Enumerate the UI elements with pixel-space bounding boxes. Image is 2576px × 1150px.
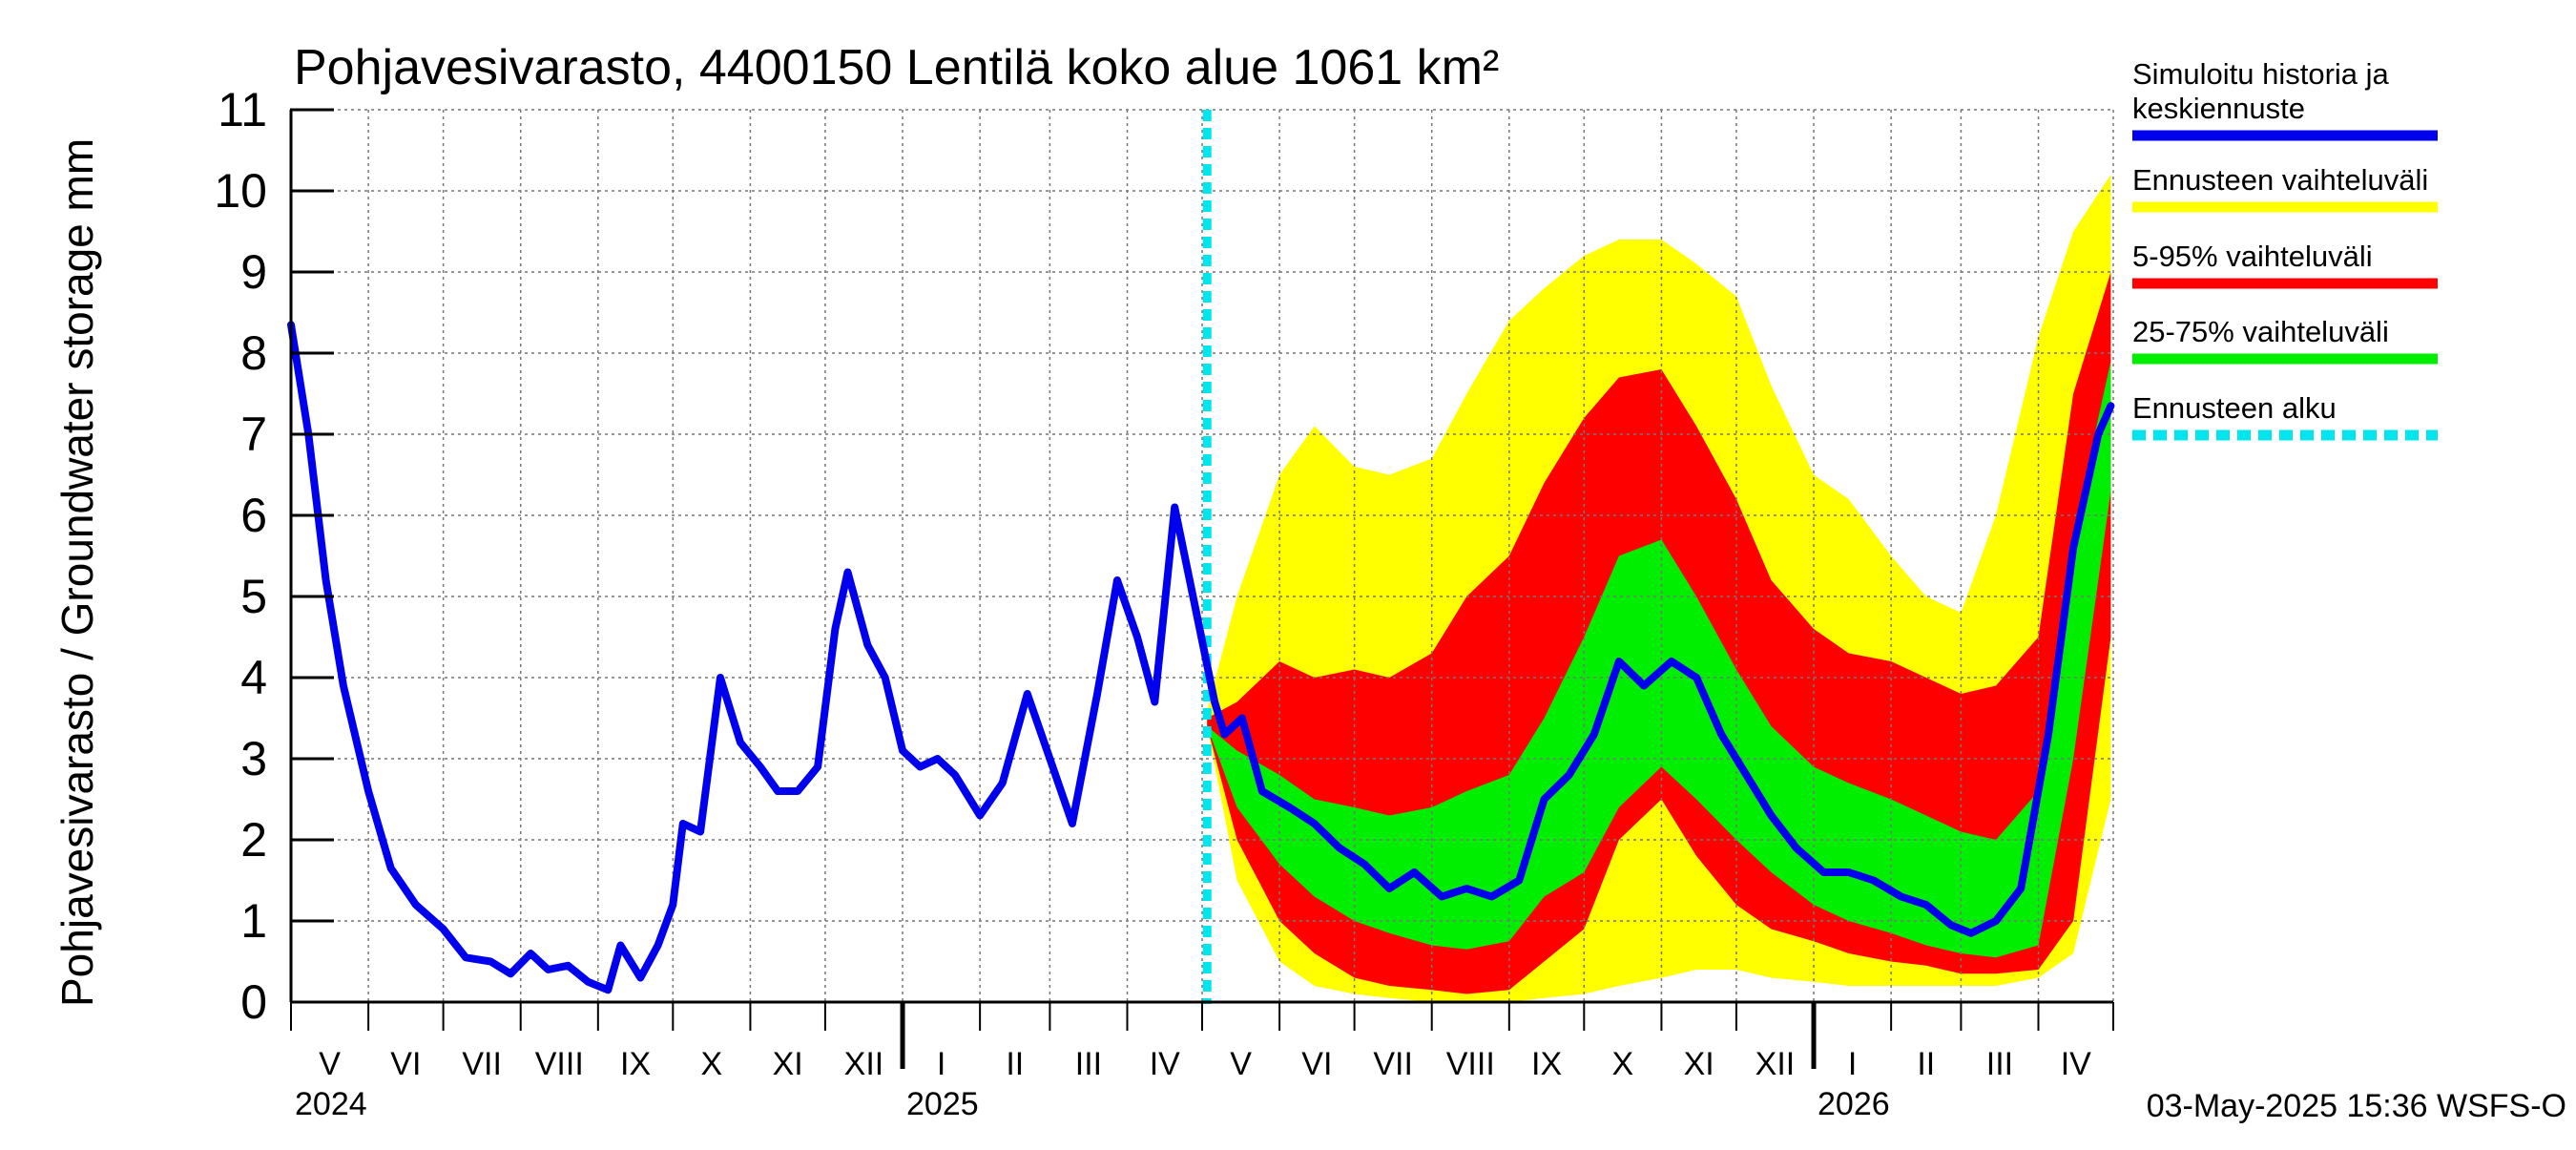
y-tick-label: 1 xyxy=(240,894,267,948)
y-tick-label: 9 xyxy=(240,245,267,299)
legend-label: keskiennuste xyxy=(2132,92,2305,125)
month-label: X xyxy=(701,1046,723,1082)
month-label: VII xyxy=(462,1046,502,1082)
month-label: VII xyxy=(1373,1046,1413,1082)
month-label: VIII xyxy=(535,1046,584,1082)
month-label: III xyxy=(1986,1046,2013,1082)
y-tick-label: 11 xyxy=(218,83,267,136)
month-label: I xyxy=(1848,1046,1857,1082)
legend-label: 5-95% vaihteluväli xyxy=(2132,240,2373,273)
month-label: IV xyxy=(1150,1046,1180,1082)
y-tick-label: 7 xyxy=(240,408,267,461)
month-label: XII xyxy=(1755,1046,1796,1082)
legend-label: 25-75% vaihteluväli xyxy=(2132,315,2389,348)
footer-timestamp: 03-May-2025 15:36 WSFS-O xyxy=(2147,1088,2566,1124)
month-label: V xyxy=(1230,1046,1252,1082)
month-label: VI xyxy=(390,1046,421,1082)
month-label: XI xyxy=(1684,1046,1714,1082)
month-label: III xyxy=(1075,1046,1102,1082)
month-label: VIII xyxy=(1446,1046,1495,1082)
month-label: IX xyxy=(620,1046,651,1082)
month-label: I xyxy=(937,1046,945,1082)
year-label: 2025 xyxy=(906,1086,979,1122)
legend-label: Simuloitu historia ja xyxy=(2132,57,2390,91)
y-axis-label: Pohjavesivarasto / Groundwater storage m… xyxy=(52,138,102,1007)
month-label: VI xyxy=(1301,1046,1332,1082)
band-25-75 xyxy=(1207,361,2111,958)
month-label: V xyxy=(319,1046,341,1082)
year-label: 2026 xyxy=(1818,1086,1890,1122)
y-tick-label: 0 xyxy=(240,975,267,1029)
y-tick-label: 8 xyxy=(240,326,267,380)
y-tick-label: 5 xyxy=(240,570,267,623)
y-tick-label: 2 xyxy=(240,813,267,867)
month-label: II xyxy=(1917,1046,1935,1082)
month-label: X xyxy=(1612,1046,1634,1082)
y-tick-label: 3 xyxy=(240,732,267,785)
legend-label: Ennusteen alku xyxy=(2132,391,2337,425)
month-label: IX xyxy=(1531,1046,1562,1082)
y-tick-label: 6 xyxy=(240,489,267,542)
month-label: II xyxy=(1006,1046,1024,1082)
y-tick-label: 4 xyxy=(240,651,267,704)
year-label: 2024 xyxy=(295,1086,367,1122)
series-line xyxy=(287,321,2115,994)
month-label: IV xyxy=(2061,1046,2091,1082)
y-tick-label: 10 xyxy=(214,164,267,218)
chart-title: Pohjavesivarasto, 4400150 Lentilä koko a… xyxy=(294,40,1499,95)
month-label: XII xyxy=(844,1046,884,1082)
legend-label: Ennusteen vaihteluväli xyxy=(2132,163,2428,197)
month-label: XI xyxy=(773,1046,803,1082)
